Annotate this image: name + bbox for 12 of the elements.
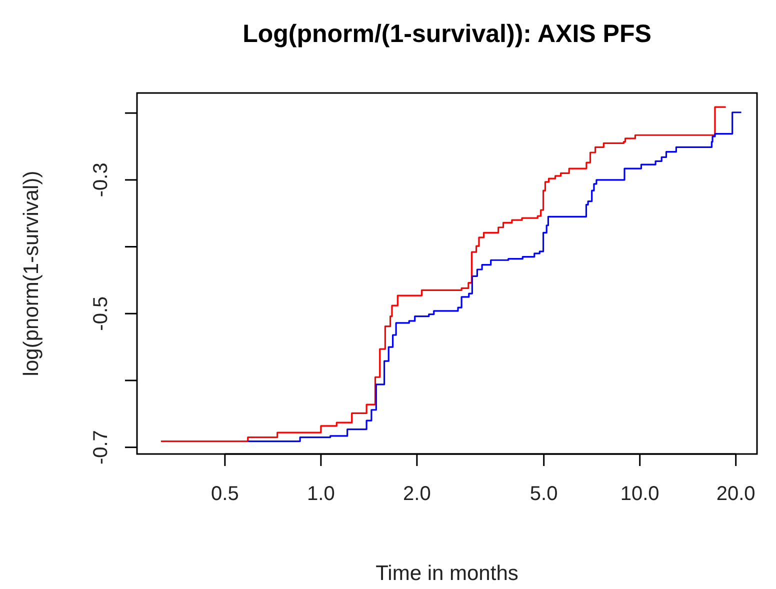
x-tick-label: 10.0 <box>620 483 660 505</box>
x-tick-label: 1.0 <box>307 483 335 505</box>
chart-title: Log(pnorm/(1-survival)): AXIS PFS <box>242 20 652 48</box>
x-tick-label: 20.0 <box>716 483 756 505</box>
x-tick-label: 0.5 <box>211 483 239 505</box>
y-axis-title: log(pnorm(1-survival)) <box>20 170 43 376</box>
x-tick-label: 5.0 <box>530 483 558 505</box>
x-axis-title: Time in months <box>376 562 518 585</box>
x-tick-label: 2.0 <box>403 483 431 505</box>
y-tick-label: -0.3 <box>90 162 112 198</box>
y-tick-label: -0.5 <box>90 296 112 331</box>
y-tick-label: -0.7 <box>90 430 112 465</box>
